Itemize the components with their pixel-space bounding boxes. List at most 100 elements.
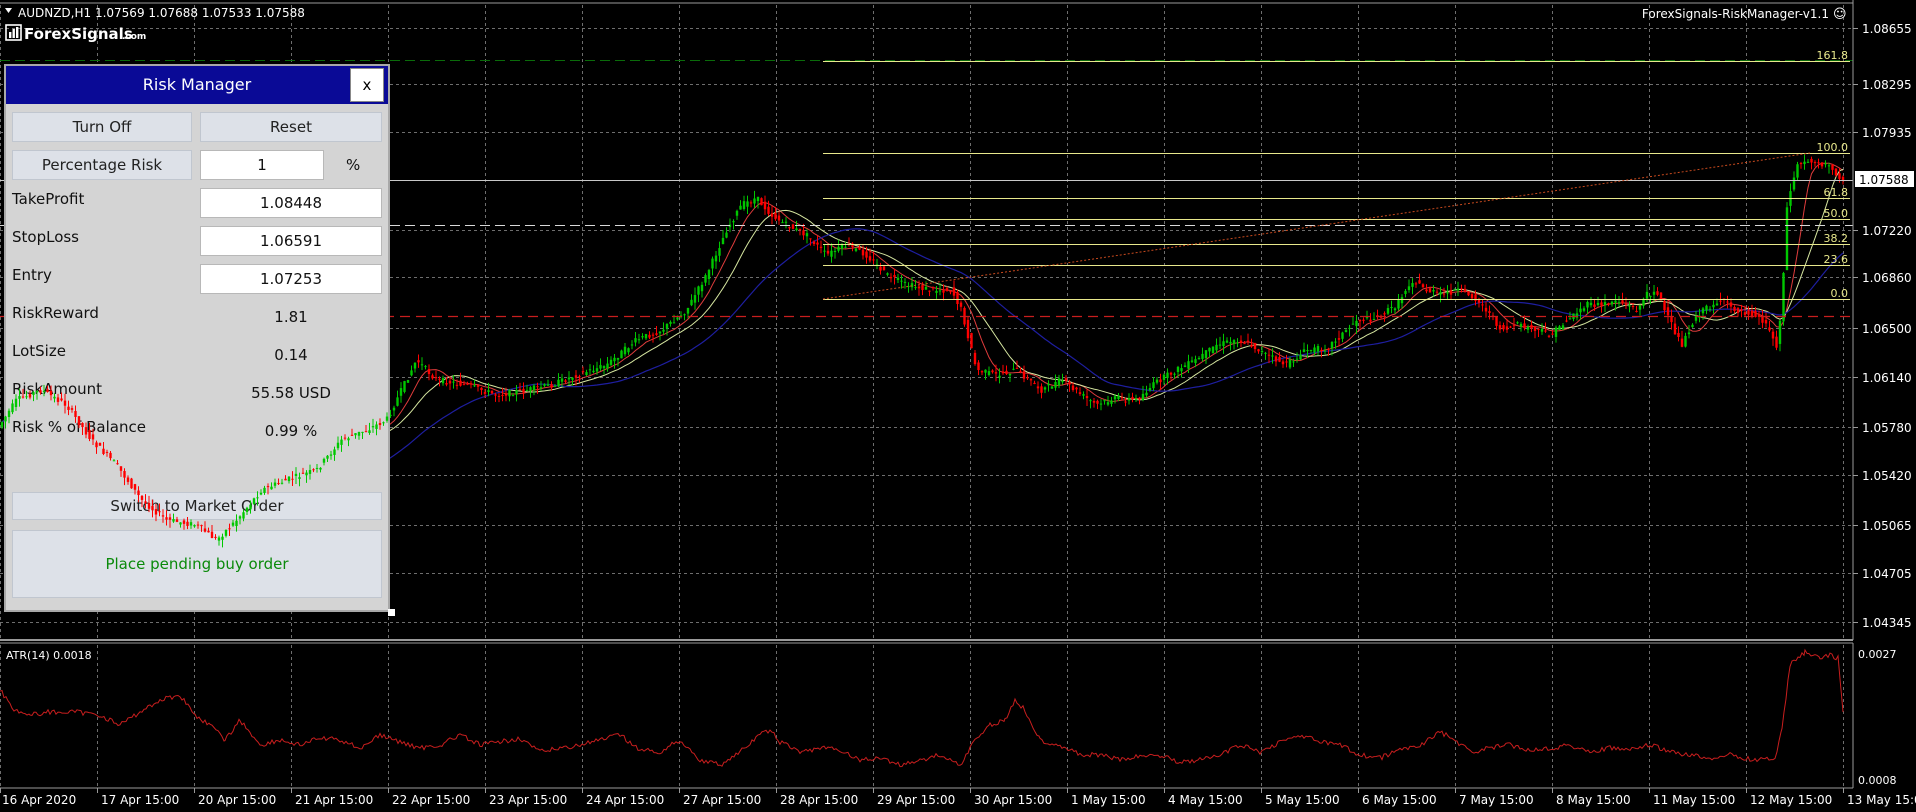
candle-body (1673, 323, 1677, 335)
symbol-dropdown-icon[interactable] (5, 8, 12, 13)
candle-body (1523, 323, 1526, 329)
candle-body (1460, 288, 1463, 290)
candle-body (1292, 361, 1295, 363)
candle-body (802, 230, 805, 236)
candle-body (938, 290, 942, 292)
candle-body (749, 202, 753, 204)
risk-manager-title: Risk Manager (142, 75, 252, 94)
candle-body (1544, 330, 1547, 332)
candle-body (1351, 323, 1355, 325)
candle-body (945, 288, 949, 291)
candle-body (623, 346, 627, 355)
candle-body (1782, 272, 1785, 322)
candle-body (994, 372, 998, 374)
candle-body (1726, 301, 1729, 303)
candle-body (1467, 291, 1470, 296)
candle-body (1306, 350, 1309, 352)
candle-body (515, 390, 518, 394)
candle-body (413, 362, 417, 369)
fib-level-label: 100.0 (1817, 141, 1849, 154)
candle-body (858, 247, 861, 250)
price-axis-label: 1.04345 (1862, 616, 1912, 630)
risk-mode-button[interactable]: Percentage Risk (12, 150, 192, 180)
candle-body (431, 375, 434, 379)
candle-body (658, 331, 662, 334)
price-axis[interactable]: 1.08655 1.08295 1.07935 1.07220 1.06860 1.065… (1853, 22, 1912, 630)
price-axis-label: 1.04705 (1862, 567, 1912, 581)
fib-level-label: 0.0 (1831, 287, 1849, 300)
candle-body (1323, 350, 1327, 352)
switch-order-type-button[interactable]: Switch to Market Order (12, 492, 382, 520)
candle-body (700, 284, 704, 292)
candle-body (1166, 372, 1169, 379)
candle-body (1250, 344, 1253, 347)
candle-body (1299, 354, 1302, 360)
fib-level-label: 50.0 (1824, 207, 1849, 220)
candle-body (557, 379, 560, 387)
candle-body (410, 370, 413, 376)
candle-body (1183, 365, 1187, 368)
risk-manager-panel: Risk Manager x Turn Off Reset Percentage… (4, 64, 390, 612)
candle-body (770, 213, 774, 217)
logo-bar-icon (9, 32, 12, 38)
panel-resize-handle[interactable] (388, 609, 395, 616)
risk-value-input[interactable]: 1 (200, 150, 324, 180)
candle-body (1470, 294, 1474, 299)
candle-body (1075, 387, 1078, 390)
time-axis-label: 11 May 15:00 (1653, 793, 1735, 807)
take-profit-input[interactable]: 1.08448 (200, 188, 382, 218)
candle-body (543, 384, 546, 386)
reset-button[interactable]: Reset (200, 112, 382, 142)
candle-body (949, 291, 952, 293)
candle-body (1127, 398, 1131, 401)
candle-body (602, 366, 606, 369)
candle-body (896, 277, 900, 280)
time-axis[interactable]: 16 Apr 2020 17 Apr 15:00 20 Apr 15:00 21 Ap… (0, 788, 1916, 807)
candle-body (1225, 340, 1229, 343)
candle-body (959, 302, 963, 307)
candle-body (1449, 290, 1453, 295)
entry-input[interactable]: 1.07253 (200, 264, 382, 294)
candle-body (1173, 373, 1176, 375)
candle-body (721, 237, 725, 245)
candle-body (739, 205, 742, 210)
candle-body (483, 392, 487, 394)
candle-body (1187, 361, 1190, 369)
price-axis-label: 1.05065 (1862, 519, 1912, 533)
candle-body (840, 244, 844, 249)
candle-body (889, 277, 893, 279)
risk-manager-titlebar[interactable]: Risk Manager x (6, 66, 388, 104)
stop-loss-input[interactable]: 1.06591 (200, 226, 382, 256)
candle-body (1659, 292, 1663, 300)
candle-body (1138, 397, 1141, 400)
candle-body (991, 370, 994, 373)
risk-amount-value: 55.58 USD (251, 384, 331, 402)
candle-body (1680, 338, 1684, 347)
candle-body (424, 366, 427, 368)
candle-body (564, 380, 567, 382)
candle-body (931, 287, 935, 289)
candle-body (1432, 290, 1435, 292)
turn-off-button[interactable]: Turn Off (12, 112, 192, 142)
candle-body (480, 387, 483, 391)
fib-level-label: 161.8 (1817, 49, 1849, 62)
candle-body (1288, 359, 1292, 368)
candle-body (553, 385, 557, 387)
candle-body (1484, 307, 1488, 312)
candle-body (578, 376, 581, 378)
candle-body (1082, 394, 1085, 396)
close-button[interactable]: x (350, 68, 384, 102)
candle-body (970, 333, 973, 349)
candle-body (637, 339, 641, 341)
candle-body (595, 368, 599, 372)
candle-body (487, 390, 490, 392)
candle-body (1463, 288, 1467, 291)
candle-body (1621, 300, 1624, 304)
fibonacci-retracement[interactable]: 161.8 100.0 61.8 50.0 38.2 23.6 0.0 (822, 49, 1850, 300)
candle-body (1386, 308, 1390, 314)
place-order-button[interactable]: Place pending buy order (12, 530, 382, 598)
candle-body (1561, 325, 1565, 330)
candle-body (1316, 346, 1320, 352)
stop-loss-label: StopLoss (12, 228, 80, 246)
candle-body (417, 360, 420, 363)
